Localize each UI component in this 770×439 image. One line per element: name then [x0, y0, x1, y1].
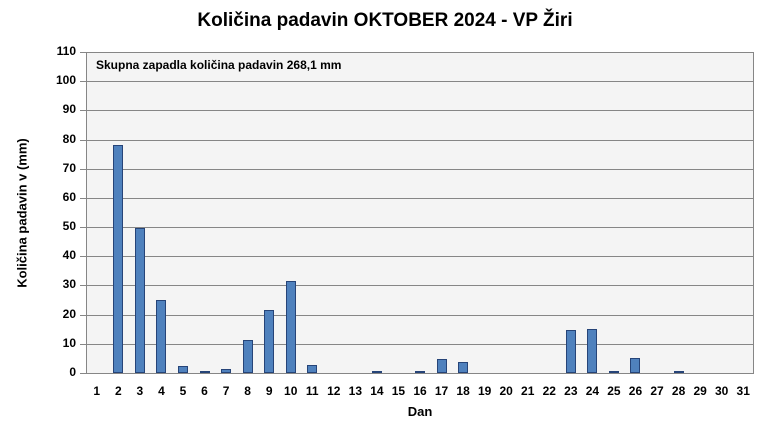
- bar-day-16: [415, 371, 425, 373]
- y-tick: [80, 227, 86, 228]
- gridline: [86, 81, 754, 82]
- y-tick: [80, 169, 86, 170]
- y-tick-label: 10: [62, 336, 76, 350]
- y-tick-label: 50: [62, 219, 76, 233]
- x-tick-label: 14: [370, 384, 384, 398]
- x-tick-label: 22: [542, 384, 556, 398]
- bar-day-4: [156, 300, 167, 373]
- plot-area: [86, 52, 754, 373]
- bar-day-23: [565, 330, 576, 373]
- x-tick-label: 18: [456, 384, 470, 398]
- x-tick-label: 17: [434, 384, 449, 398]
- x-tick-label: 13: [348, 384, 363, 398]
- bar-day-3: [134, 227, 145, 373]
- y-tick-label: 110: [56, 44, 76, 58]
- x-tick-label: 6: [201, 384, 208, 398]
- gridline: [86, 198, 754, 199]
- y-axis-title: Količina padavin v (mm): [14, 138, 30, 288]
- x-tick-label: 12: [327, 384, 341, 398]
- bar-day-17: [436, 359, 447, 373]
- x-tick-label: 28: [671, 384, 686, 398]
- x-tick-label: 21: [521, 384, 535, 398]
- y-tick: [80, 140, 86, 141]
- y-tick: [80, 256, 86, 257]
- gridline: [86, 344, 754, 345]
- y-tick-label: 0: [69, 365, 76, 379]
- gridline: [86, 373, 754, 374]
- y-tick: [80, 285, 86, 286]
- x-tick-label: 20: [499, 384, 513, 398]
- bar-day-7: [221, 369, 232, 373]
- bar-day-14: [371, 371, 382, 373]
- bar-day-5: [177, 366, 188, 373]
- y-tick: [80, 344, 86, 345]
- bar-day-24: [587, 329, 598, 373]
- bar-day-8: [242, 340, 253, 373]
- x-tick-label: 1: [93, 384, 101, 398]
- y-tick-label: 80: [62, 132, 76, 146]
- x-tick-label: 4: [158, 384, 165, 398]
- gridline: [86, 285, 754, 286]
- x-tick-label: 11: [305, 384, 319, 398]
- x-tick-label: 31: [736, 384, 750, 398]
- x-tick-label: 7: [222, 384, 230, 398]
- bar-day-26: [630, 358, 641, 373]
- bar-day-9: [264, 309, 275, 373]
- y-tick: [80, 110, 86, 111]
- x-tick-label: 8: [244, 384, 251, 398]
- gridline: [86, 140, 754, 141]
- y-tick: [80, 52, 86, 53]
- y-tick: [80, 315, 86, 316]
- x-tick-label: 15: [391, 384, 406, 398]
- bar-day-25: [608, 371, 619, 373]
- bar-day-18: [458, 362, 469, 373]
- y-tick-label: 30: [62, 277, 76, 291]
- gridline: [86, 169, 754, 170]
- y-tick-label: 60: [62, 190, 76, 204]
- gridline: [86, 227, 754, 228]
- gridline: [86, 315, 754, 316]
- x-tick-label: 19: [477, 384, 492, 398]
- x-tick-label: 26: [628, 384, 643, 398]
- x-tick-label: 25: [607, 384, 621, 398]
- bar-day-2: [113, 145, 124, 373]
- gridline: [86, 110, 754, 111]
- x-tick-label: 29: [693, 384, 707, 398]
- bar-day-10: [285, 281, 296, 373]
- x-tick-label: 16: [413, 384, 427, 398]
- gridline: [86, 256, 754, 257]
- x-axis-title: Dan: [407, 404, 433, 419]
- y-tick-label: 100: [55, 73, 76, 87]
- chart-title: Količina padavin OKTOBER 2024 - VP Žiri: [197, 10, 573, 31]
- x-tick-label: 10: [284, 384, 298, 398]
- total-annotation: Skupna zapadla količina padavin 268,1 mm: [96, 58, 342, 72]
- bar-day-11: [307, 365, 318, 373]
- bar-day-28: [673, 371, 684, 373]
- y-tick: [80, 373, 86, 374]
- y-tick-label: 90: [62, 102, 76, 116]
- x-tick-label: 27: [650, 384, 664, 398]
- x-tick-label: 2: [114, 384, 122, 398]
- x-tick-label: 24: [585, 384, 600, 398]
- y-tick-label: 40: [62, 248, 76, 262]
- x-tick-label: 9: [265, 384, 273, 398]
- x-tick-label: 23: [564, 384, 578, 398]
- bar-day-6: [199, 371, 210, 373]
- y-tick: [80, 198, 86, 199]
- gridline: [86, 52, 754, 53]
- x-tick-label: 5: [179, 384, 187, 398]
- x-tick-label: 3: [136, 384, 144, 398]
- y-tick: [80, 81, 86, 82]
- y-tick-label: 20: [62, 307, 76, 321]
- y-tick-label: 70: [62, 161, 76, 175]
- x-tick-label: 30: [714, 384, 729, 398]
